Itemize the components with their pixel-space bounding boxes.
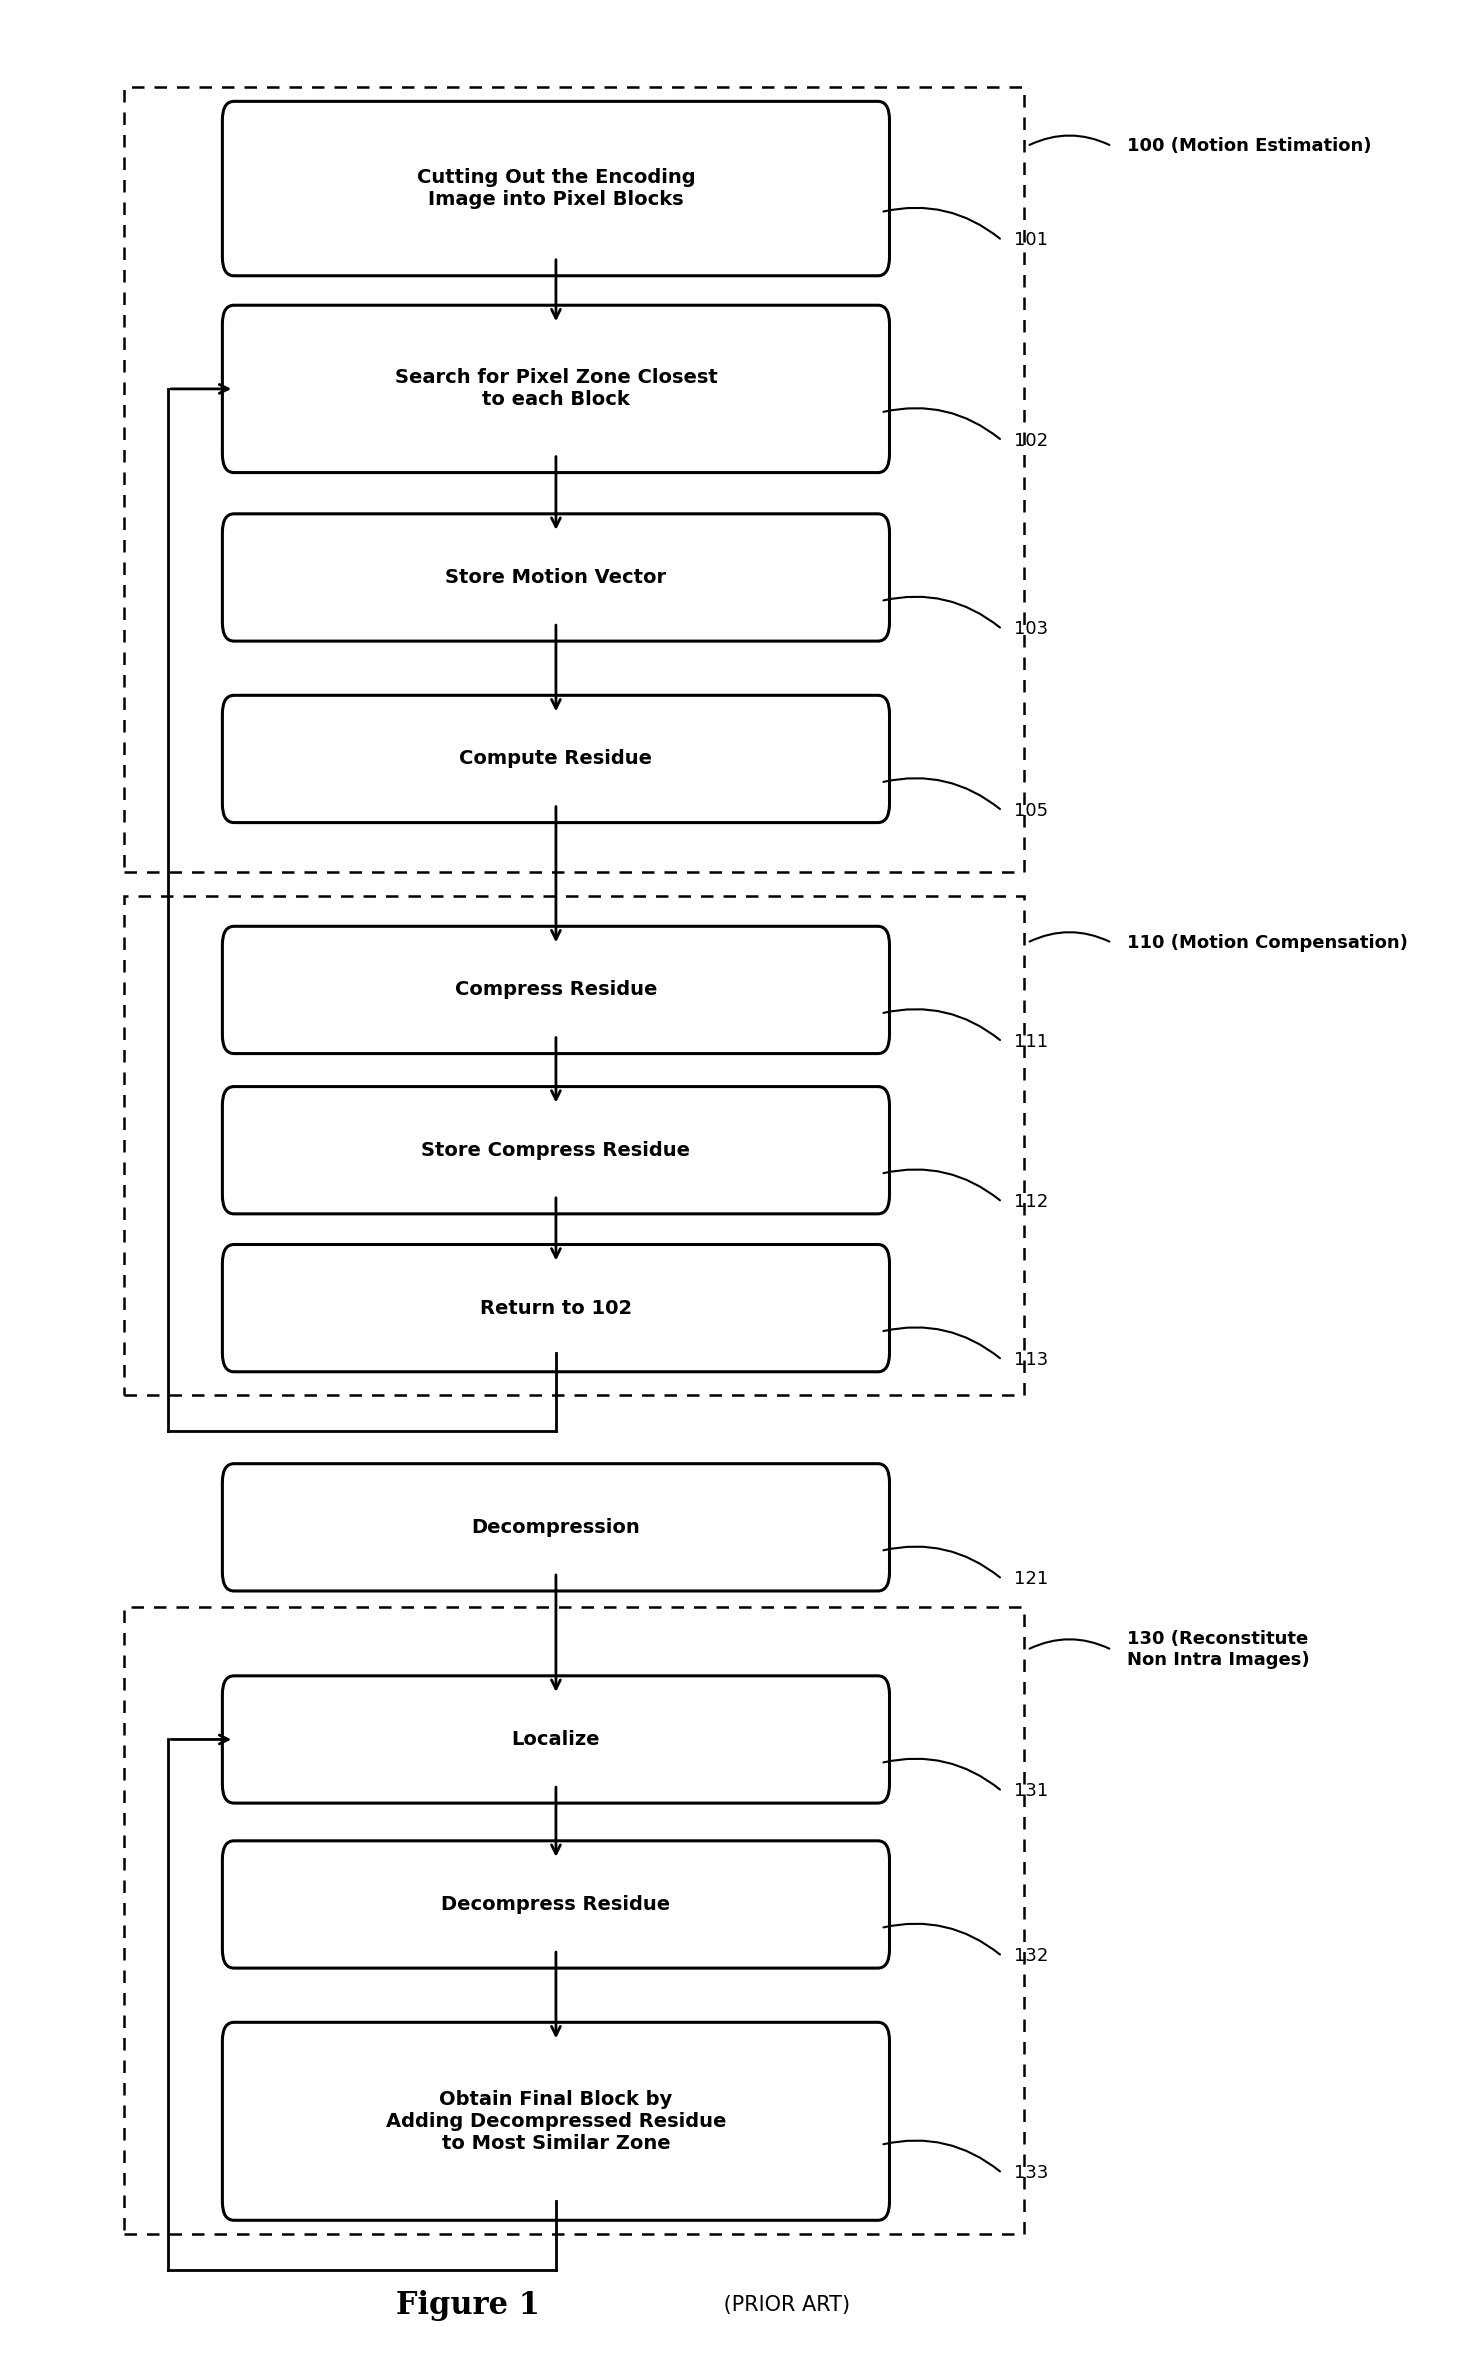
Text: 100 (Motion Estimation): 100 (Motion Estimation) <box>1127 137 1371 156</box>
Bar <box>124 896 1024 1395</box>
Text: Decompress Residue: Decompress Residue <box>442 1895 670 1914</box>
Text: 113: 113 <box>1014 1351 1048 1369</box>
Text: (PRIOR ART): (PRIOR ART) <box>717 2296 850 2315</box>
Text: Compute Residue: Compute Residue <box>459 750 652 768</box>
FancyBboxPatch shape <box>222 1676 890 1803</box>
Text: Localize: Localize <box>512 1730 600 1749</box>
Text: 133: 133 <box>1014 2164 1048 2183</box>
Text: Compress Residue: Compress Residue <box>455 981 657 999</box>
Text: 121: 121 <box>1014 1570 1048 1589</box>
Text: 105: 105 <box>1014 801 1048 820</box>
Text: Store Compress Residue: Store Compress Residue <box>421 1141 691 1160</box>
Text: Return to 102: Return to 102 <box>480 1299 632 1318</box>
Text: Search for Pixel Zone Closest
to each Block: Search for Pixel Zone Closest to each Bl… <box>395 368 717 410</box>
FancyBboxPatch shape <box>222 514 890 641</box>
FancyBboxPatch shape <box>222 1841 890 1968</box>
Text: 132: 132 <box>1014 1947 1048 1966</box>
FancyBboxPatch shape <box>222 101 890 276</box>
Text: 112: 112 <box>1014 1193 1048 1211</box>
Text: Store Motion Vector: Store Motion Vector <box>445 568 667 587</box>
Text: 110 (Motion Compensation): 110 (Motion Compensation) <box>1127 933 1407 952</box>
Bar <box>124 87 1024 872</box>
Text: 101: 101 <box>1014 231 1048 250</box>
FancyBboxPatch shape <box>222 304 890 471</box>
Text: Decompression: Decompression <box>471 1518 641 1537</box>
Text: Figure 1: Figure 1 <box>396 2289 540 2322</box>
Bar <box>124 1607 1024 2234</box>
Text: 102: 102 <box>1014 431 1048 450</box>
FancyBboxPatch shape <box>222 926 890 1054</box>
Text: 111: 111 <box>1014 1032 1048 1051</box>
FancyBboxPatch shape <box>222 1464 890 1591</box>
FancyBboxPatch shape <box>222 695 890 823</box>
FancyBboxPatch shape <box>222 1087 890 1214</box>
Text: 103: 103 <box>1014 620 1048 639</box>
Text: Cutting Out the Encoding
Image into Pixel Blocks: Cutting Out the Encoding Image into Pixe… <box>417 167 695 210</box>
FancyBboxPatch shape <box>222 2022 890 2220</box>
Text: 131: 131 <box>1014 1782 1048 1801</box>
Text: 130 (Reconstitute
Non Intra Images): 130 (Reconstitute Non Intra Images) <box>1127 1631 1309 1669</box>
Text: Obtain Final Block by
Adding Decompressed Residue
to Most Similar Zone: Obtain Final Block by Adding Decompresse… <box>386 2091 726 2152</box>
FancyBboxPatch shape <box>222 1244 890 1372</box>
